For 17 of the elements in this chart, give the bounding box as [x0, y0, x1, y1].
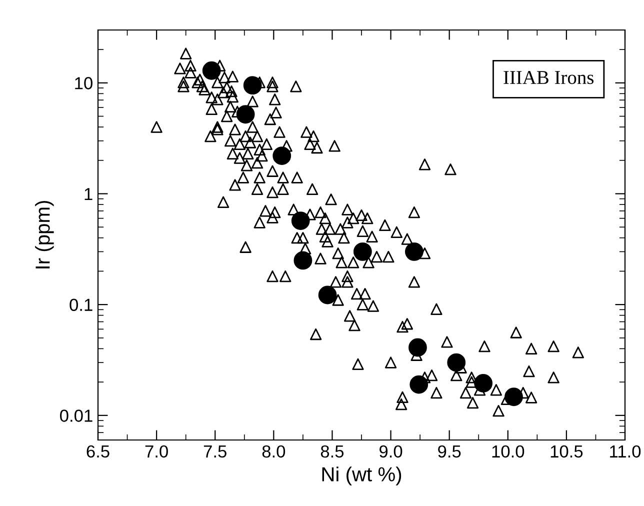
annotation: IIIAB Irons — [504, 71, 594, 84]
x-tick-label: 8.0 — [262, 445, 286, 458]
x-tick-label: 11.0 — [610, 445, 641, 458]
y-tick-label: 10 — [75, 77, 92, 90]
y-tick-label: 0.1 — [70, 298, 92, 312]
x-tick-label: 7.0 — [145, 445, 168, 458]
x-tick-label: 10.0 — [492, 445, 524, 458]
x-axis-title: Ni (wt %) — [322, 466, 402, 486]
y-axis-title: Ir (ppm) — [35, 201, 54, 268]
x-tick-label: 9.0 — [380, 445, 402, 458]
x-tick-label: 10.5 — [550, 445, 583, 458]
x-tick-label: 6.5 — [86, 445, 110, 458]
x-tick-label: 7.5 — [204, 446, 226, 458]
y-tick-label: 1 — [84, 188, 92, 200]
y-tick-label: 0.01 — [60, 410, 92, 422]
x-tick-label: 9.5 — [438, 445, 461, 458]
x-tick-label: 8.5 — [320, 445, 344, 458]
